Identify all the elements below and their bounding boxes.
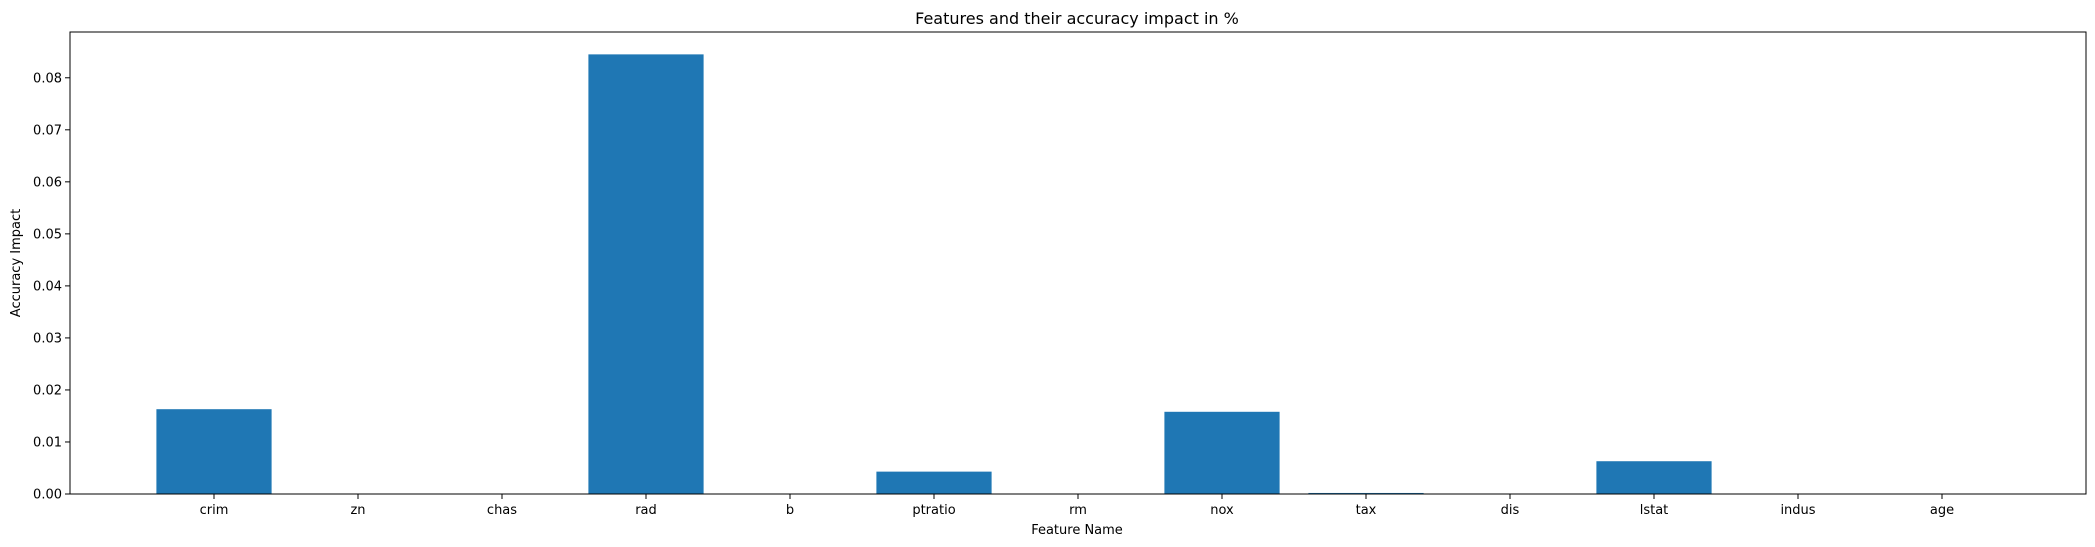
x-tick-label-zn: zn (350, 503, 365, 518)
x-tick-label-rm: rm (1069, 503, 1087, 518)
x-tick-label-b: b (786, 503, 794, 518)
x-tick-label-age: age (1930, 503, 1954, 518)
y-tick-label-0.07: 0.07 (33, 123, 62, 138)
y-tick-label-0.05: 0.05 (33, 227, 62, 242)
x-tick-label-dis: dis (1501, 503, 1520, 518)
x-tick-label-chas: chas (487, 503, 517, 518)
y-tick-label-0.01: 0.01 (33, 435, 62, 450)
x-tick-label-indus: indus (1780, 503, 1815, 518)
x-tick-label-crim: crim (200, 503, 229, 518)
x-axis-label: Feature Name (1031, 523, 1123, 538)
y-ticks-group: 0.00 0.01 0.02 0.03 0.04 0.05 0.06 0.07 0.08 (33, 71, 70, 503)
y-tick-label-0.03: 0.03 (33, 331, 62, 346)
chart-title: Features and their accuracy impact in % (915, 9, 1239, 28)
x-tick-label-tax: tax (1356, 503, 1377, 518)
x-tick-label-nox: nox (1210, 503, 1234, 518)
bar-lstat (1596, 461, 1712, 494)
x-tick-label-rad: rad (635, 503, 657, 518)
y-tick-label-0.06: 0.06 (33, 175, 62, 190)
bars-group (156, 54, 1712, 495)
x-tick-label-lstat: lstat (1640, 503, 1669, 518)
y-axis-label: Accuracy Impact (9, 209, 24, 317)
bar-rad (588, 54, 704, 495)
x-tick-label-ptratio: ptratio (912, 503, 955, 518)
y-tick-label-0.00: 0.00 (33, 488, 62, 503)
y-tick-label-0.02: 0.02 (33, 383, 62, 398)
plot-frame (69, 31, 2087, 495)
bar-tax (1308, 492, 1424, 494)
y-tick-label-0.08: 0.08 (33, 71, 62, 86)
bar-crim (156, 409, 272, 494)
x-ticks-group: crim zn chas rad b ptratio rm nox tax dis lstat ind… (200, 494, 1954, 518)
y-tick-label-0.04: 0.04 (33, 279, 62, 294)
bar-nox (1164, 411, 1280, 494)
bar-ptratio (876, 471, 992, 494)
